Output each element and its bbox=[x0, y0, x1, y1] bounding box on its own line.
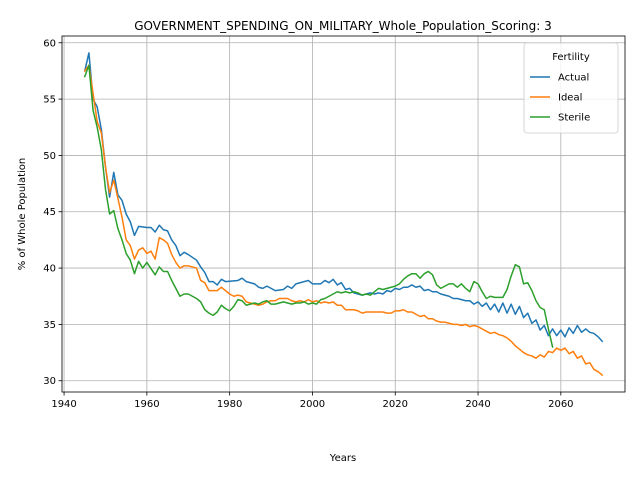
legend-items: Actual Ideal Sterile bbox=[530, 73, 590, 124]
y-tick-label: 35 bbox=[43, 320, 56, 331]
legend-title: Fertility bbox=[552, 52, 590, 63]
x-tick-label: 2060 bbox=[548, 399, 573, 410]
legend-box bbox=[523, 42, 619, 134]
series-lines bbox=[83, 52, 604, 377]
series-line-ideal bbox=[83, 64, 604, 377]
legend-label-actual: Actual bbox=[558, 73, 589, 84]
x-axis-label: Years bbox=[329, 453, 356, 464]
x-tick-label: 2000 bbox=[300, 399, 325, 410]
y-tick-label: 30 bbox=[43, 376, 56, 387]
y-axis-label: % of Whole Population bbox=[17, 158, 28, 271]
chart-title: GOVERNMENT_SPENDING_ON_MILITARY_Whole_Po… bbox=[134, 19, 552, 33]
legend: Fertility Actual Ideal Sterile bbox=[523, 42, 619, 134]
x-tick-label: 2020 bbox=[383, 399, 408, 410]
x-tick-label: 1960 bbox=[134, 399, 159, 410]
plot-frame bbox=[61, 35, 626, 393]
x-axis-ticks: 1940 1960 1980 2000 2020 2040 2060 bbox=[51, 392, 574, 410]
y-tick-label: 40 bbox=[43, 264, 56, 275]
x-tick-label: 1940 bbox=[51, 399, 76, 410]
x-tick-label: 1980 bbox=[217, 399, 242, 410]
y-tick-label: 50 bbox=[43, 151, 56, 162]
y-tick-label: 55 bbox=[43, 95, 56, 106]
y-tick-label: 60 bbox=[43, 38, 56, 49]
y-axis-ticks: 30 35 40 45 50 55 60 bbox=[43, 38, 62, 387]
x-tick-label: 2040 bbox=[465, 399, 490, 410]
legend-label-ideal: Ideal bbox=[558, 93, 582, 104]
grid bbox=[62, 36, 625, 392]
legend-label-sterile: Sterile bbox=[558, 113, 590, 124]
y-tick-label: 45 bbox=[43, 207, 56, 218]
series-line-sterile bbox=[83, 64, 554, 348]
